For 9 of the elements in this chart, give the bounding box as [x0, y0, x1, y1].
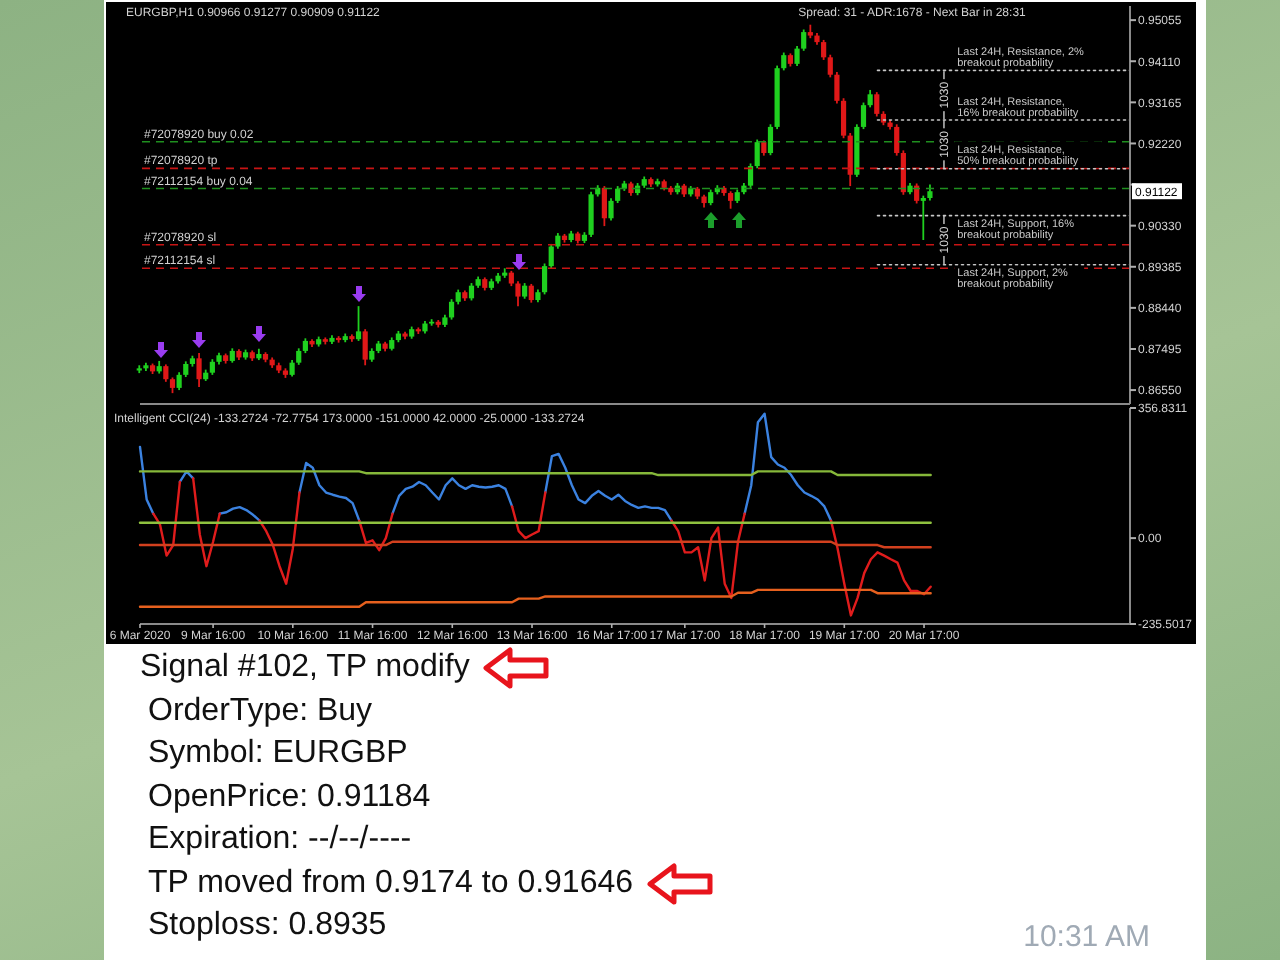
- text: OrderType: Buy: [148, 693, 373, 727]
- text: Expiration: --/--/----: [148, 822, 412, 856]
- text: 10:31 AM: [1023, 920, 1150, 954]
- text: OpenPrice: 0.91184: [148, 779, 431, 813]
- line-series: [138, 588, 932, 608]
- text: TP moved from 0.9174 to 0.91646: [148, 865, 634, 900]
- text: Stoploss: 0.8935: [148, 908, 387, 942]
- text: Symbol: EURGBP: [148, 736, 408, 770]
- text: Signal #102, TP modify: [140, 650, 470, 685]
